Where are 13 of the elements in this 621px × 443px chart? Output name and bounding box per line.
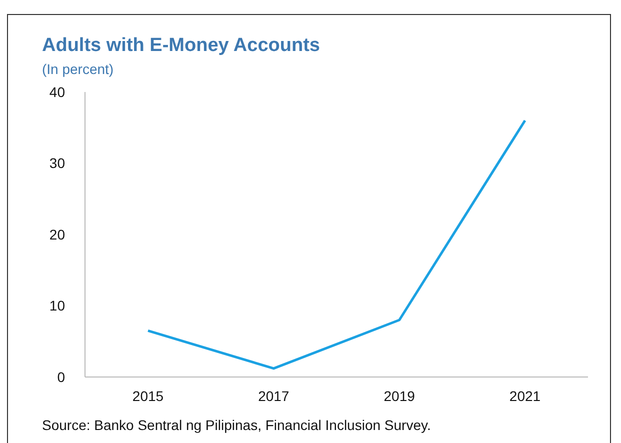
y-tick-label: 0 — [57, 368, 66, 385]
chart-subtitle: (In percent) — [42, 61, 114, 77]
y-tick-label: 30 — [49, 155, 66, 172]
chart-title: Adults with E-Money Accounts — [42, 35, 320, 57]
x-tick-label: 2017 — [258, 388, 290, 404]
x-tick-label: 2019 — [384, 388, 416, 404]
y-tick-label: 20 — [49, 226, 66, 242]
x-tick-label: 2021 — [509, 388, 541, 404]
y-tick-label: 40 — [49, 84, 66, 100]
source-note: Source: Banko Sentral ng Pilipinas, Financial Inclusion Survey. — [42, 417, 431, 433]
line-series — [146, 119, 526, 370]
x-tick-label: 2015 — [132, 388, 164, 404]
y-tick-label: 10 — [49, 298, 66, 314]
